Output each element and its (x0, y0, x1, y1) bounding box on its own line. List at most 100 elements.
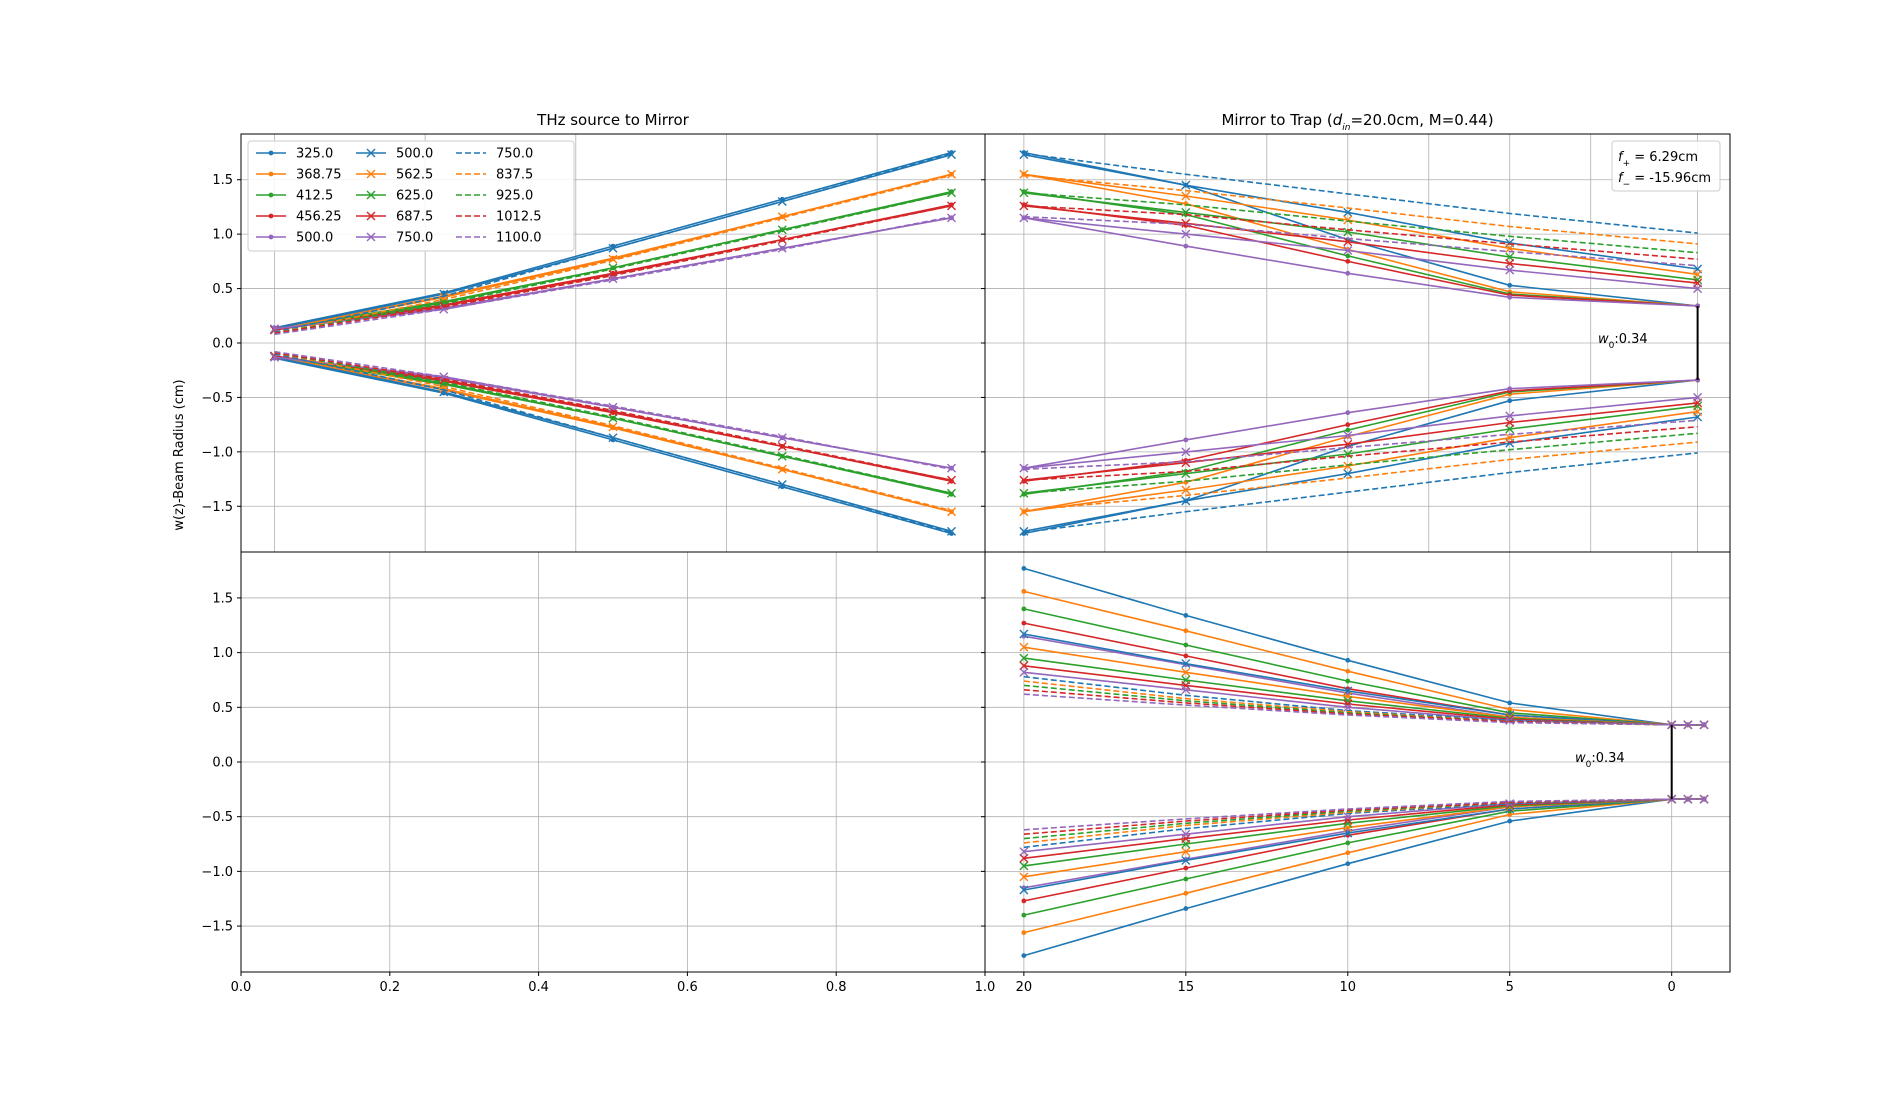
series-7-lower-marker (608, 413, 618, 423)
series-6-lower-marker (1181, 485, 1191, 495)
legend-label: 687.5 (396, 210, 433, 225)
focal-length-label-part: + (1623, 159, 1631, 169)
y-tick-label: 1.5 (212, 173, 233, 188)
legend-swatch-marker (268, 213, 274, 219)
series-6-lower-marker (777, 464, 787, 474)
series-0-lower-marker (1507, 818, 1513, 824)
series-13-upper-line (274, 205, 952, 334)
focal-length-label: f− = -15.96cm (1618, 171, 1711, 190)
series-14-lower-line (1023, 419, 1698, 471)
panel-title: Mirror to Trap (din=20.0cm, M=0.44) (1221, 111, 1493, 133)
series-9-upper-marker (1181, 229, 1191, 239)
legend-label: 562.5 (396, 168, 433, 183)
legend-label: 456.25 (296, 210, 342, 225)
series-6-upper-marker (1343, 215, 1353, 225)
series-5-lower-marker (1019, 885, 1029, 895)
series-9-upper-marker (608, 274, 618, 284)
x-tick-label: 0.4 (528, 980, 549, 995)
y-tick-label: 0.0 (212, 756, 233, 771)
series-11-lower-line (1023, 441, 1698, 512)
series-14-upper-line (1023, 693, 1705, 726)
legend-label: 750.0 (396, 231, 433, 246)
legend-swatch-marker (366, 190, 376, 200)
waist-label-part: 0 (1609, 341, 1615, 351)
waist-label-part: 0 (1586, 760, 1592, 770)
y-tick-label: 0.5 (212, 701, 233, 716)
series-5-lower-marker (1181, 855, 1191, 865)
series-13-lower-line (1023, 798, 1705, 835)
series-12-upper-line (1023, 192, 1698, 254)
legend-swatch-marker (366, 169, 376, 179)
panel-title: THz source to Mirror (536, 111, 690, 129)
series-6-lower-marker (1343, 461, 1353, 471)
series-2-upper-marker (1345, 253, 1351, 259)
waist-label: w0:0.34 (1575, 751, 1625, 770)
y-tick-label: 0.0 (212, 337, 233, 352)
y-tick-label: 1.0 (212, 228, 233, 243)
series-2-upper-marker (1021, 606, 1027, 612)
series-6-upper-marker (777, 212, 787, 222)
series-5-upper-marker (1019, 150, 1029, 160)
series-1-lower-marker (1183, 890, 1189, 896)
series-7-lower-marker (947, 488, 957, 498)
series-12-upper-line (274, 192, 952, 334)
legend-label: 368.75 (296, 168, 342, 183)
series-3-upper-marker (1021, 620, 1027, 626)
series-0-lower-marker (1507, 398, 1513, 404)
legend-label: 412.5 (296, 189, 333, 204)
series-2-lower-marker (1021, 912, 1027, 918)
series-5-upper-marker (947, 150, 957, 160)
series-10-lower-line (1023, 798, 1705, 849)
series-9-lower-marker (1699, 794, 1709, 804)
panel-title-part: d (1333, 111, 1343, 129)
y-axis-label: w(z)-Beam Radius (cm) (172, 379, 187, 530)
focal-length-label-part: f (1618, 150, 1625, 165)
series-1-lower-marker (1345, 850, 1351, 856)
series-4-lower-marker (1507, 386, 1513, 392)
series-6-lower-marker (947, 507, 957, 517)
waist-label-part: w (1575, 751, 1586, 766)
series-14-lower-line (1023, 798, 1705, 831)
panel-bottom-right: 20 15 10 5 0w0:0.34 (981, 551, 1731, 995)
series-8-upper-marker (947, 201, 957, 211)
x-tick-label: 0.0 (231, 980, 252, 995)
series-8-upper-marker (777, 235, 787, 245)
series-11-lower-line (274, 352, 952, 512)
focal-length-label: f+ = 6.29cm (1618, 150, 1698, 169)
legend-swatch-marker (366, 211, 376, 221)
series-1-upper-marker (1021, 588, 1027, 594)
series-4-upper-marker (1183, 243, 1189, 249)
legend-swatch-marker (268, 171, 274, 177)
y-tick-label: −1.0 (201, 865, 233, 880)
legend-swatch-marker (366, 148, 376, 158)
series-7-upper-marker (608, 263, 618, 273)
series-4-upper-marker (1345, 270, 1351, 276)
series-7-lower-marker (1019, 861, 1029, 871)
x-tick-label: 10 (1340, 980, 1357, 995)
series-0-upper-marker (1507, 700, 1513, 706)
series-2-lower-marker (1345, 427, 1351, 433)
x-tick-label: 20 (1016, 980, 1033, 995)
series-5-upper-marker (1343, 207, 1353, 217)
y-tick-label: 1.5 (212, 591, 233, 606)
series-8-lower-marker (1505, 417, 1515, 427)
series-3-lower-marker (1021, 898, 1027, 904)
panel-bottom-left: 1.5 1.0 0.5 0.0 −0.5 −1.0 −1.5 0.0 0.2 0.4 0.6 0.8 1… (201, 551, 996, 995)
series-8-upper-marker (1019, 201, 1029, 211)
y-tick-label: −0.5 (201, 810, 233, 825)
x-tick-label: 1.0 (975, 980, 996, 995)
panel-title-part: Mirror to Trap ( (1221, 111, 1332, 129)
series-9-lower-marker (1181, 829, 1191, 839)
series-9-upper-marker (1505, 265, 1515, 275)
series-9-upper-marker (947, 213, 957, 223)
series-13-upper-line (1023, 205, 1698, 260)
series-0-lower-marker (1021, 953, 1027, 958)
series-8-lower-marker (777, 441, 787, 451)
series-6-upper-marker (1181, 667, 1191, 677)
series-6-lower-marker (1505, 433, 1515, 443)
series-9-upper-marker (1699, 720, 1709, 730)
series-3-lower-marker (1183, 865, 1189, 871)
series-6-lower-marker (1019, 872, 1029, 882)
